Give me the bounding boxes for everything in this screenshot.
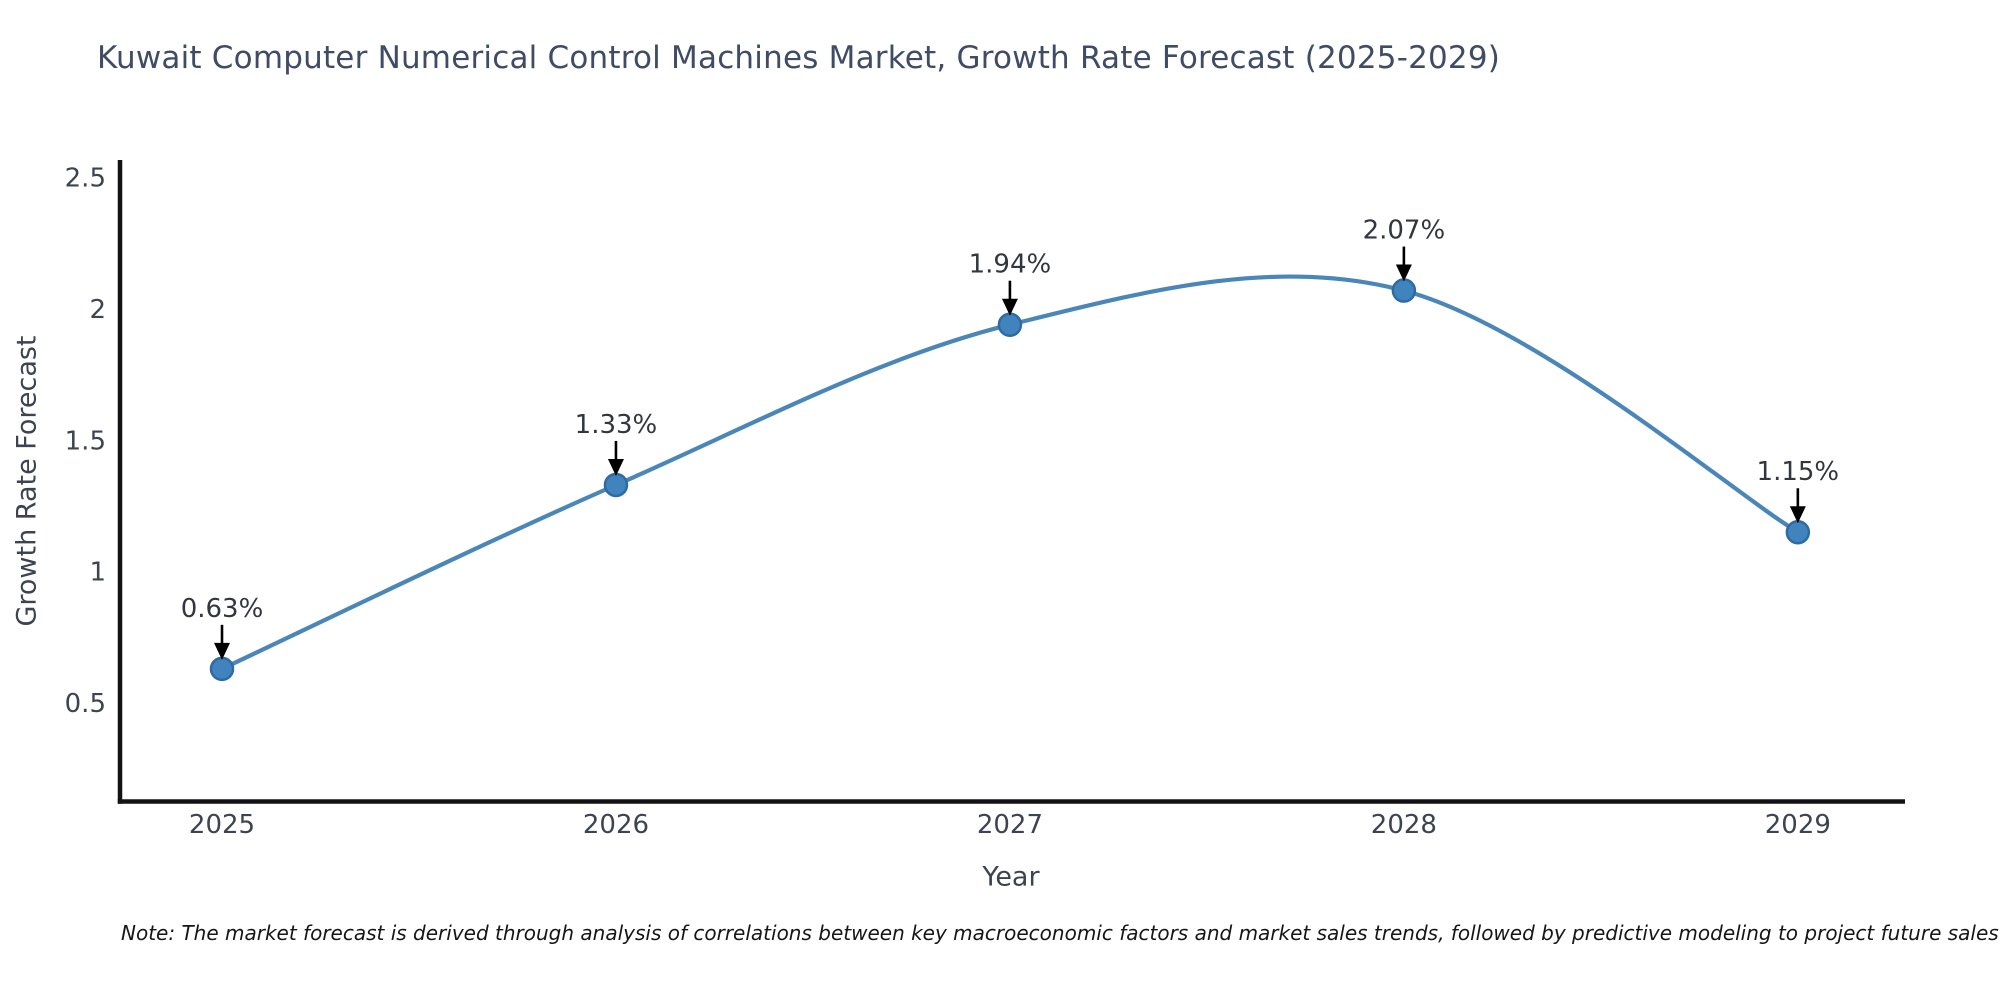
y-tick-label: 2 bbox=[89, 295, 106, 325]
data-point-marker bbox=[603, 472, 629, 498]
data-point-marker bbox=[997, 312, 1023, 337]
x-tick-label: 2025 bbox=[189, 810, 255, 840]
data-point-label: 1.33% bbox=[575, 410, 658, 440]
chart-title: Kuwait Computer Numerical Control Machin… bbox=[97, 40, 1501, 76]
x-tick-label: 2028 bbox=[1371, 810, 1437, 840]
annotation-arrowhead-icon bbox=[1001, 298, 1018, 316]
y-tick-label: 1 bbox=[89, 558, 106, 588]
x-tick-label: 2029 bbox=[1765, 810, 1831, 840]
data-point-label: 0.63% bbox=[181, 594, 264, 624]
x-tick-label: 2026 bbox=[583, 810, 649, 840]
y-tick-label: 1.5 bbox=[65, 426, 106, 456]
data-point-label: 1.94% bbox=[969, 250, 1052, 280]
x-axis-title: Year bbox=[982, 861, 1040, 893]
annotation-arrowhead-icon bbox=[607, 458, 624, 476]
footnote: Note: The market forecast is derived thr… bbox=[121, 921, 1999, 945]
data-point-label: 2.07% bbox=[1363, 216, 1446, 246]
y-tick-label: 0.5 bbox=[65, 689, 106, 719]
data-point-marker bbox=[1785, 519, 1811, 545]
x-tick-label: 2027 bbox=[977, 810, 1043, 840]
y-tick-label: 2.5 bbox=[65, 164, 106, 194]
data-point-label: 1.15% bbox=[1757, 457, 1840, 487]
annotation-arrowhead-icon bbox=[214, 642, 231, 660]
annotation-arrowhead-icon bbox=[1789, 506, 1806, 524]
annotation-arrowhead-icon bbox=[1395, 264, 1412, 282]
data-point-marker bbox=[209, 656, 235, 682]
data-point-marker bbox=[1391, 278, 1417, 303]
